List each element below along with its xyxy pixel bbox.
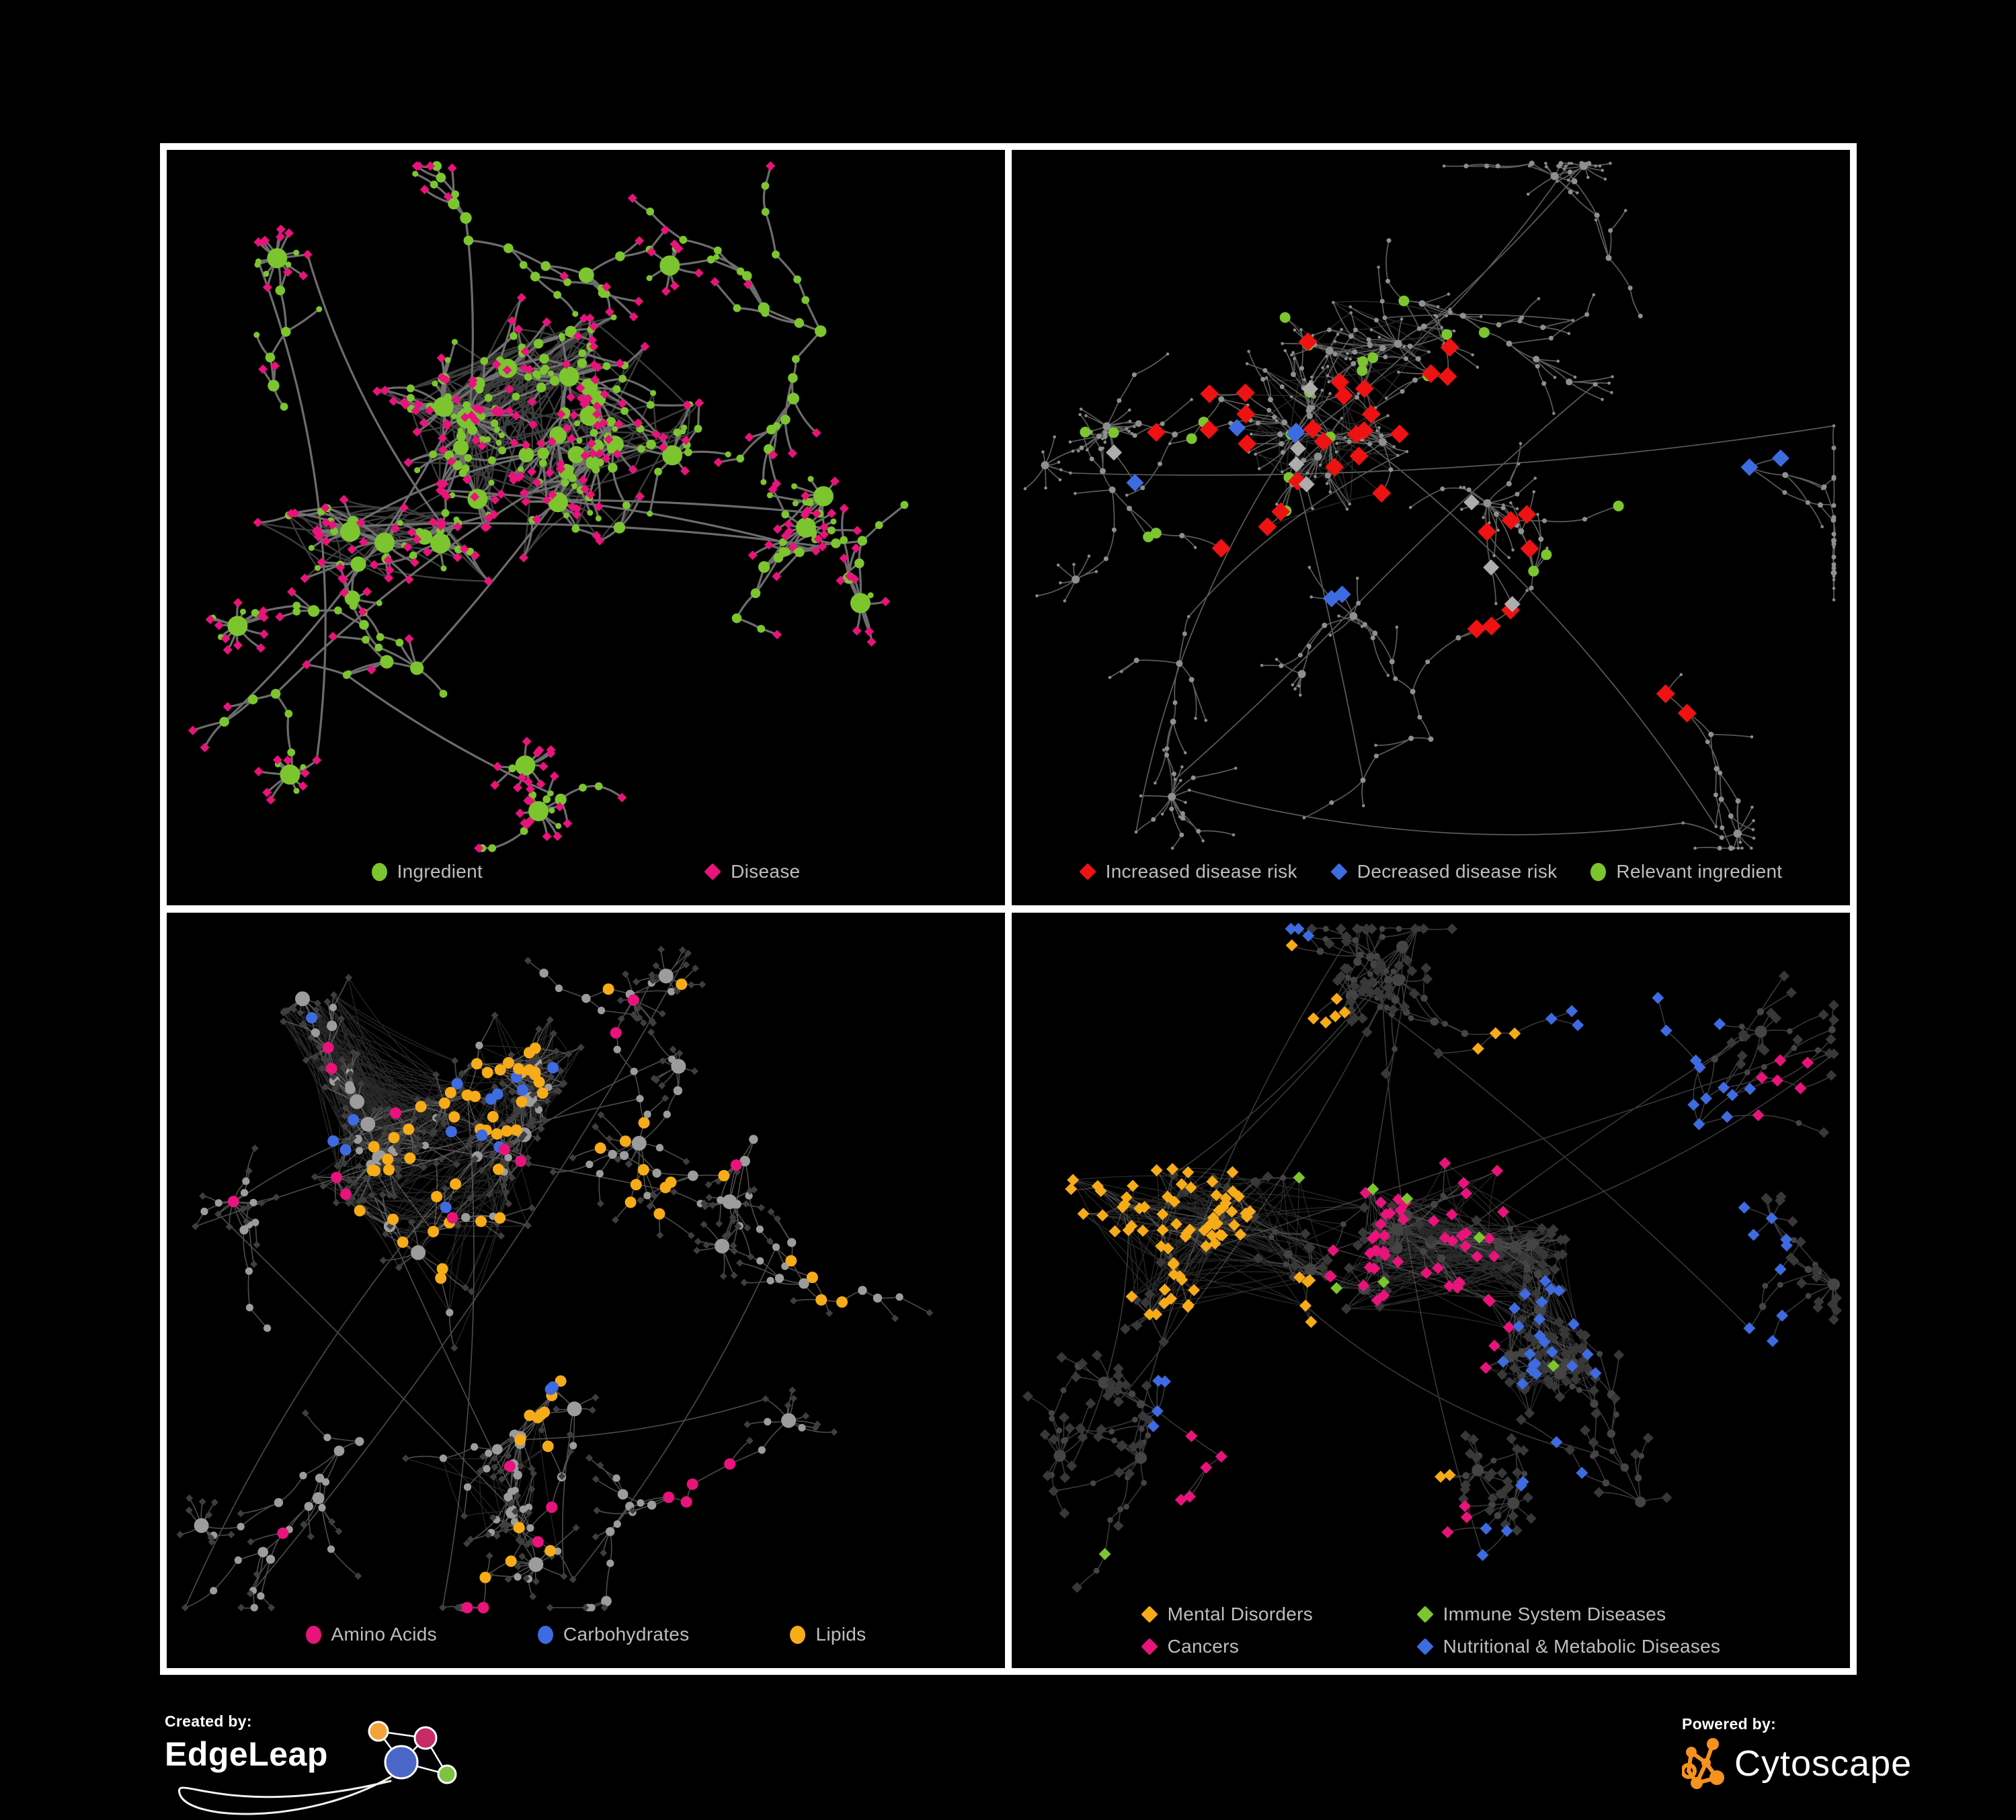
cytoscape-brand: Cytoscape bbox=[1734, 1743, 1912, 1784]
network-ingredient-categories bbox=[176, 946, 934, 1614]
panel-disease-categories: Mental Disorders Immune System Diseases Ca… bbox=[1012, 913, 1850, 1668]
legend-label: Carbohydrates bbox=[563, 1624, 690, 1645]
legend-item-disease-categories-1: Immune System Diseases bbox=[1416, 1604, 1721, 1625]
circle-marker-icon bbox=[1590, 862, 1607, 881]
panel-grid: Ingredient Disease Increased disease risk… bbox=[160, 143, 1857, 1675]
legend-label: Disease bbox=[731, 861, 801, 882]
powered-by-block: Powered by: Cytoscape bbox=[1682, 1715, 1964, 1809]
diamond-marker-icon bbox=[1078, 863, 1096, 880]
legend-ingredient-categories: Amino Acids Carbohydrates Lipids bbox=[167, 1624, 1005, 1645]
panel-ingredient-categories: Amino Acids Carbohydrates Lipids bbox=[167, 913, 1005, 1668]
circle-marker-icon bbox=[371, 862, 387, 881]
legend-item-ingredient-disease-1: Disease bbox=[704, 861, 800, 882]
legend-disease-risk: Increased disease risk Decreased disease … bbox=[1012, 861, 1850, 882]
legend-label: Lipids bbox=[815, 1624, 866, 1645]
diamond-marker-icon bbox=[1416, 1638, 1434, 1655]
panel-disease-risk: Increased disease risk Decreased disease … bbox=[1012, 150, 1850, 905]
created-by-label: Created by: bbox=[165, 1712, 252, 1730]
legend-item-ingredient-categories-0: Amino Acids bbox=[305, 1624, 437, 1645]
network-disease-categories bbox=[1022, 923, 1842, 1593]
legend-item-disease-risk-1: Decreased disease risk bbox=[1330, 861, 1558, 882]
legend-item-ingredient-disease-0: Ingredient bbox=[371, 861, 483, 882]
diamond-marker-icon bbox=[1330, 863, 1348, 880]
legend-label: Relevant ingredient bbox=[1616, 861, 1783, 882]
legend-label: Ingredient bbox=[397, 861, 483, 882]
legend-disease-categories: Mental Disorders Immune System Diseases Ca… bbox=[1012, 1604, 1850, 1657]
panel-ingredient-disease: Ingredient Disease bbox=[167, 150, 1005, 905]
edgeleap-brand: EdgeLeap bbox=[165, 1735, 328, 1773]
legend-label: Nutritional & Metabolic Diseases bbox=[1443, 1636, 1721, 1657]
legend-item-ingredient-categories-1: Carbohydrates bbox=[537, 1624, 690, 1645]
diamond-marker-icon bbox=[1140, 1638, 1158, 1655]
legend-item-disease-risk-0: Increased disease risk bbox=[1078, 861, 1297, 882]
diamond-marker-icon bbox=[1416, 1606, 1434, 1623]
legend-item-disease-risk-2: Relevant ingredient bbox=[1590, 861, 1782, 882]
legend-item-disease-categories-2: Cancers bbox=[1140, 1636, 1363, 1657]
powered-by-label: Powered by: bbox=[1682, 1715, 1777, 1733]
legend-label: Decreased disease risk bbox=[1357, 861, 1558, 882]
legend-ingredient-disease: Ingredient Disease bbox=[167, 861, 1005, 882]
network-disease-risk bbox=[1023, 161, 1837, 851]
circle-marker-icon bbox=[790, 1625, 806, 1644]
legend-label: Immune System Diseases bbox=[1443, 1604, 1666, 1624]
circle-marker-icon bbox=[305, 1625, 321, 1644]
cytoscape-logo-icon bbox=[1682, 1738, 1724, 1789]
diamond-marker-icon bbox=[1140, 1606, 1158, 1623]
legend-item-ingredient-categories-2: Lipids bbox=[790, 1624, 866, 1645]
legend-label: Amino Acids bbox=[331, 1624, 437, 1645]
legend-item-disease-categories-0: Mental Disorders bbox=[1140, 1604, 1363, 1625]
legend-label: Increased disease risk bbox=[1105, 861, 1297, 882]
created-by-block: Created by: EdgeLeap bbox=[165, 1712, 501, 1820]
diamond-marker-icon bbox=[704, 863, 721, 880]
legend-label: Mental Disorders bbox=[1167, 1604, 1314, 1624]
circle-marker-icon bbox=[537, 1625, 553, 1644]
legend-item-disease-categories-3: Nutritional & Metabolic Diseases bbox=[1416, 1636, 1721, 1657]
network-ingredient-disease bbox=[188, 161, 909, 853]
legend-label: Cancers bbox=[1167, 1636, 1240, 1657]
